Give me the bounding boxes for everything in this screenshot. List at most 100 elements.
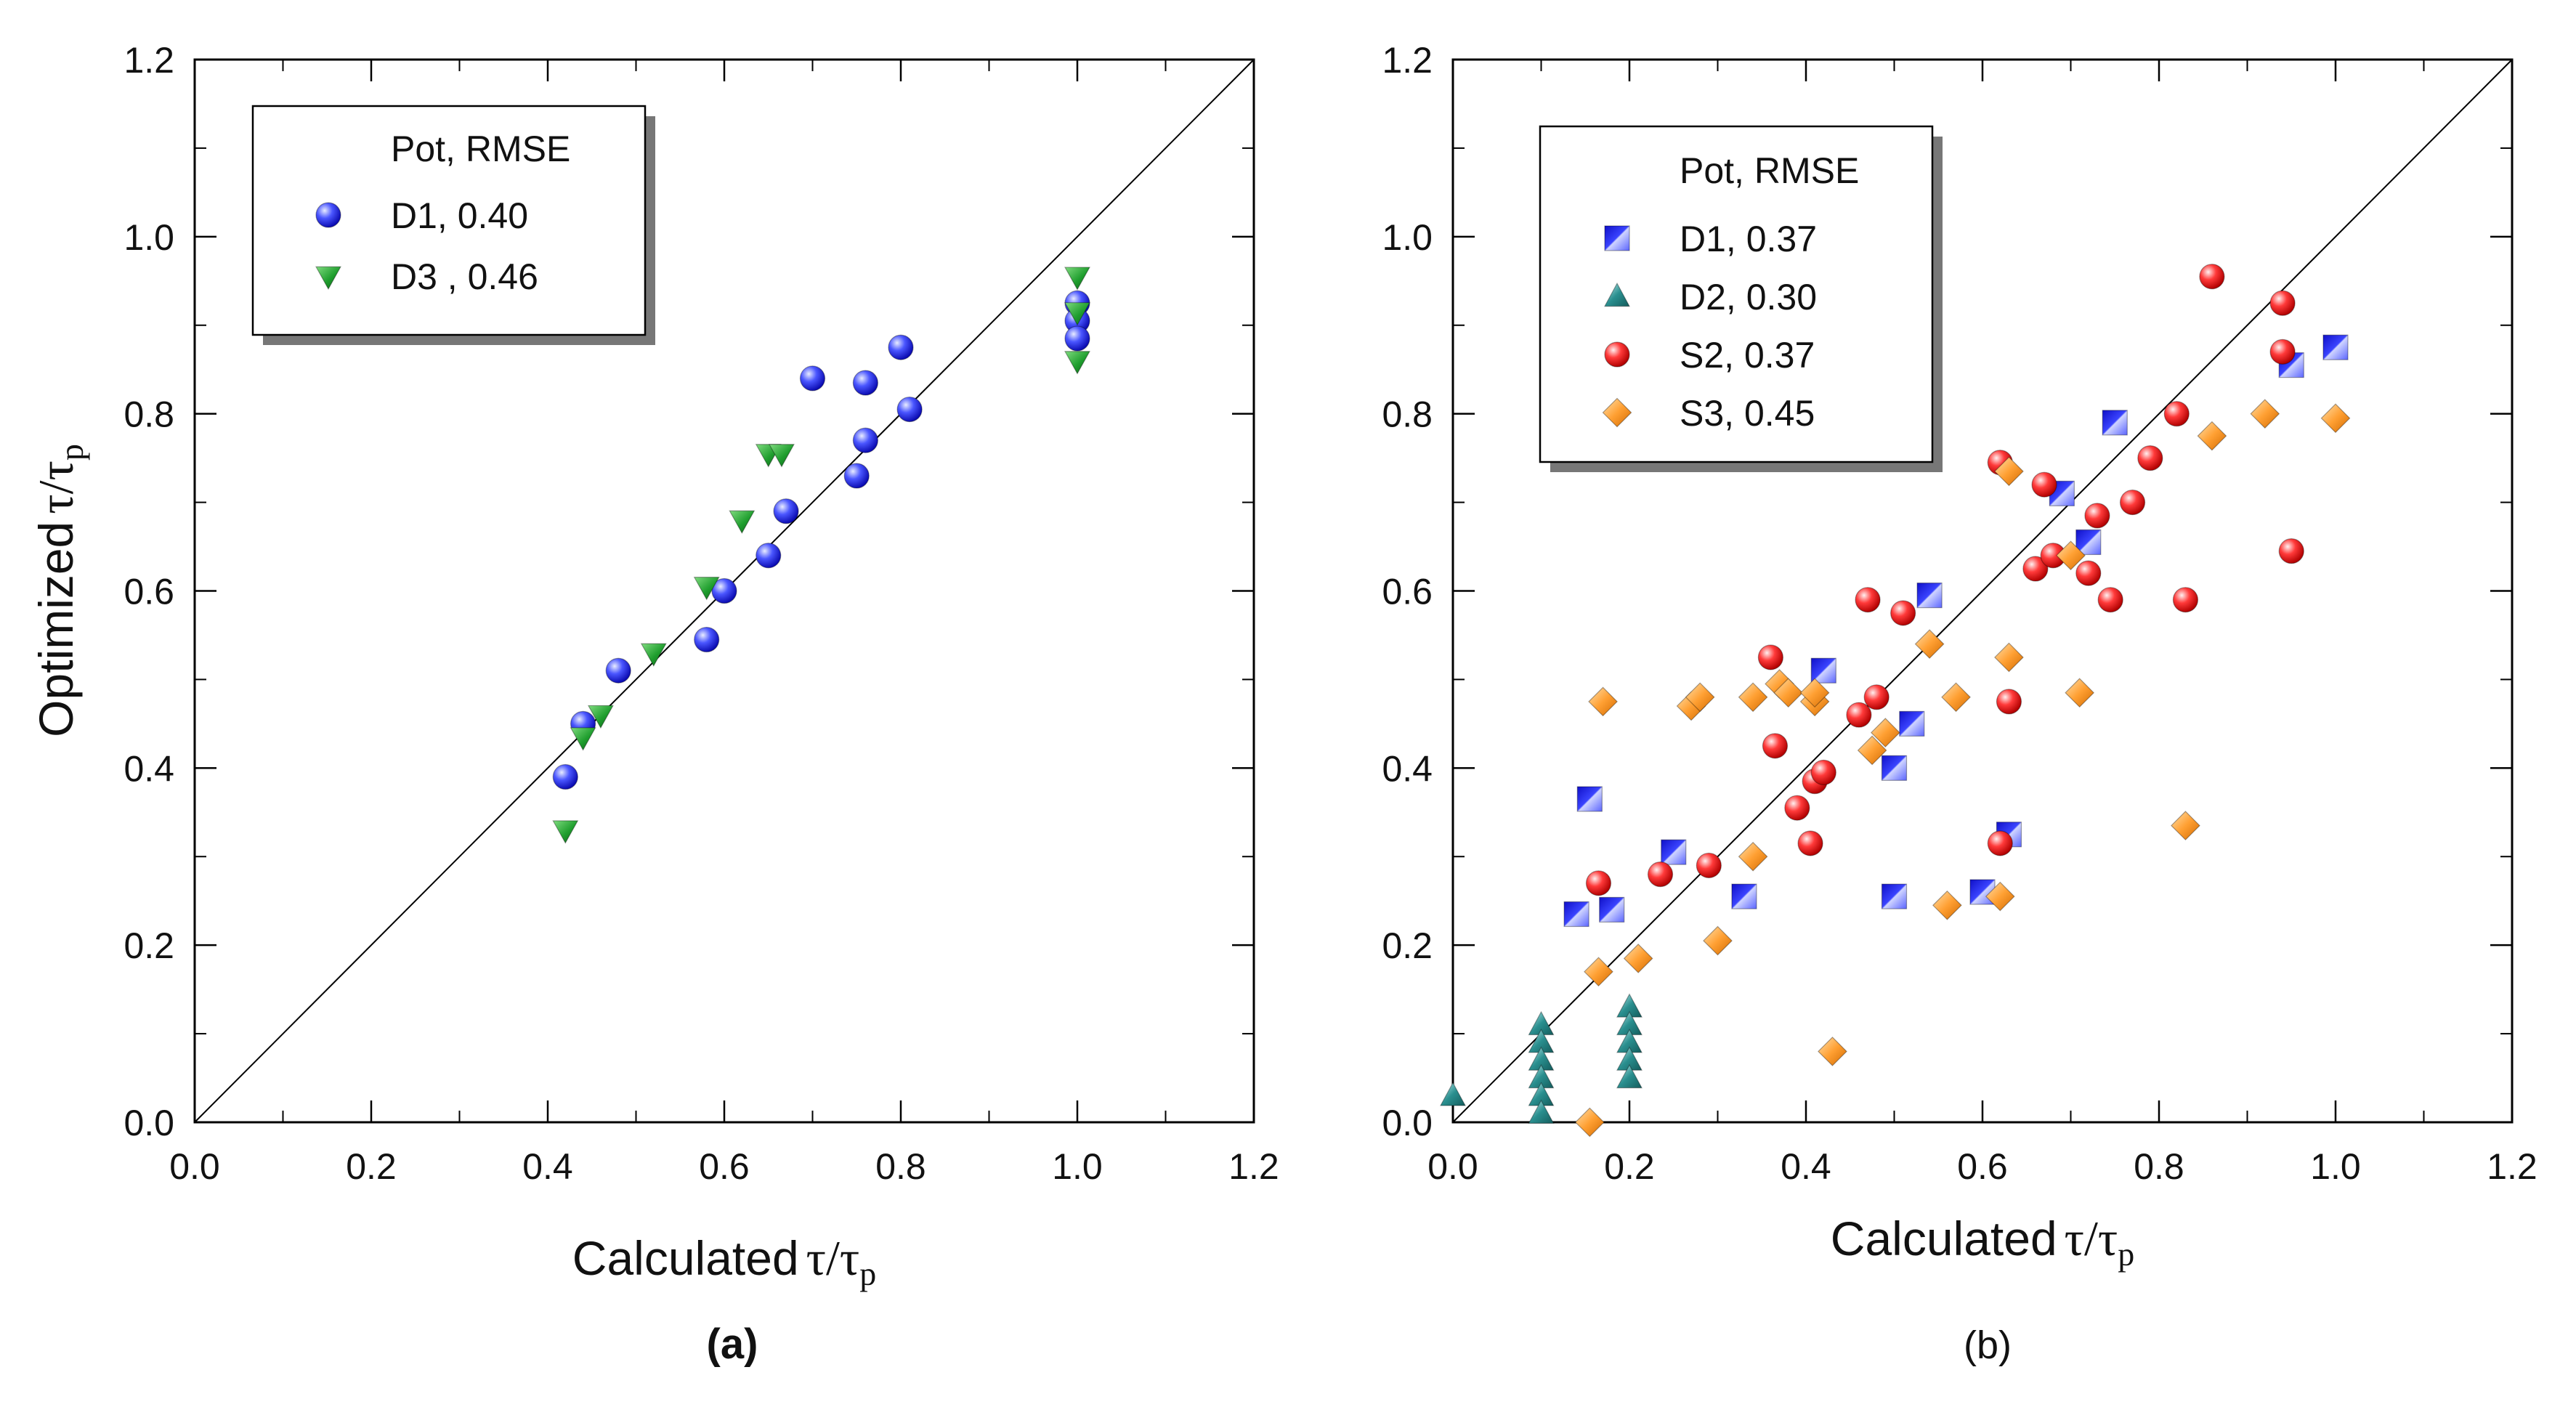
panel-b-caption: (b) (1964, 1323, 2012, 1367)
panel-b-point-s3 (1799, 678, 1830, 708)
panel-a-legend: Pot, RMSE D1, 0.40 D3 , 0.46 (251, 105, 655, 345)
panel-b-legend-marker-s2 (1604, 341, 1630, 368)
panel-a-y-tick-label: 0.8 (123, 394, 174, 435)
panel-a-x-tick-label: 1.0 (1052, 1146, 1103, 1187)
panel-b-x-tick-label: 1.2 (2487, 1146, 2537, 1187)
panel-a-point-d1 (756, 543, 782, 569)
panel-b-point-s2 (1647, 861, 1674, 888)
panel-a-x-tick-label: 1.2 (1228, 1146, 1279, 1187)
panel-a-point-d1 (896, 396, 923, 423)
panel-b-y-tick-label: 0.2 (1382, 925, 1433, 966)
panel-b-point-s3 (1685, 682, 1715, 713)
panel-a-caption: (a) (707, 1321, 758, 1368)
panel-a-point-d1 (852, 427, 879, 453)
panel-b-point-s2 (2022, 556, 2049, 582)
panel-b-x-tick-label: 0.8 (2134, 1146, 2184, 1187)
panel-b-point-d1 (1810, 657, 1836, 684)
panel-b-point-s2 (2172, 587, 2199, 613)
panel-b-y-tick-label: 0.8 (1382, 394, 1433, 435)
panel-a-marks (552, 267, 1091, 844)
panel-b-legend-label-d2: D2, 0.30 (1680, 277, 1817, 317)
panel-a-legend-label-d3: D3 , 0.46 (391, 256, 538, 297)
panel-a: 0.0 0.2 0.4 0.6 0.8 1.0 1.2 0.0 0.2 0.4 0.6 0.8 1.0 1… (28, 40, 1279, 1368)
panel-b-marks (1439, 264, 2351, 1138)
panel-b-point-s3 (1574, 1107, 1605, 1138)
panel-b-point-d1 (1731, 883, 1757, 909)
panel-b-point-s3 (1584, 957, 1613, 987)
panel-b-x-tick-label: 0.2 (1604, 1146, 1655, 1187)
panel-b-point-s3 (1623, 944, 1653, 973)
panel-a-point-d3 (1064, 302, 1091, 326)
panel-a-x-axis-label-main: Calculated (572, 1231, 799, 1285)
panel-b: 0.0 0.2 0.4 0.6 0.8 1.0 1.2 0.0 0.2 0.4 0.6 0.8 1.0 1… (1382, 40, 2537, 1367)
panel-a-point-d1 (605, 657, 631, 684)
panel-a-y-tick-label: 0.0 (123, 1103, 174, 1143)
panel-b-point-s3 (1738, 841, 1768, 872)
panel-a-y-tick-label: 0.6 (123, 572, 174, 612)
panel-b-point-d1 (2102, 410, 2128, 436)
panel-a-y-axis-label-sub: p (53, 444, 90, 461)
panel-b-point-s3 (1932, 890, 1962, 920)
panel-a-ticks: 0.0 0.2 0.4 0.6 0.8 1.0 1.2 0.0 0.2 0.4 0.6 0.8 1.0 1… (123, 40, 1279, 1187)
panel-b-y-tick-label: 1.2 (1382, 40, 1433, 81)
panel-b-x-axis-label: Calculated τ/τp (1831, 1211, 2134, 1273)
panel-a-point-d3 (640, 643, 667, 667)
panel-b-y-tick-label: 1.0 (1382, 217, 1433, 258)
panel-b-point-d2 (1528, 1099, 1555, 1124)
panel-b-point-s3 (1703, 925, 1733, 956)
panel-a-y-axis-label: Optimized τ/τp (28, 444, 90, 737)
panel-b-x-tick-label: 1.0 (2310, 1146, 2361, 1187)
panel-b-point-s3 (2171, 811, 2200, 840)
panel-a-y-tick-label: 1.2 (123, 40, 174, 81)
panel-b-point-s2 (1696, 852, 1722, 879)
panel-b-diagonal-line (1452, 59, 2513, 1123)
panel-b-x-axis-label-main: Calculated (1831, 1212, 2057, 1265)
panel-b-point-s2 (1757, 644, 1783, 670)
panel-b-legend-label-s2: S2, 0.37 (1680, 335, 1815, 376)
panel-b-point-s2 (1585, 870, 1612, 896)
panel-a-point-d3 (693, 577, 720, 601)
panel-b-point-s2 (1855, 587, 1881, 613)
panel-a-point-d1 (852, 370, 879, 396)
panel-a-point-d3 (1064, 351, 1091, 375)
panel-b-y-tick-label: 0.0 (1382, 1103, 1433, 1143)
panel-b-point-d1 (1599, 896, 1625, 923)
panel-b-point-s3 (1738, 682, 1768, 713)
panel-a-y-axis-label-tau: τ/τ (28, 461, 84, 514)
panel-b-point-s2 (1846, 702, 1872, 728)
panel-a-point-d1 (888, 334, 914, 360)
panel-b-point-s2 (2031, 471, 2057, 498)
panel-b-point-s2 (1762, 733, 1789, 759)
panel-a-point-d3 (1064, 267, 1091, 291)
panel-a-point-d3 (729, 510, 756, 535)
panel-b-point-s2 (2137, 445, 2163, 471)
panel-b-point-s3 (2250, 399, 2280, 429)
panel-b-x-tick-label: 0.4 (1781, 1146, 1831, 1187)
panel-b-point-s3 (1818, 1037, 1847, 1066)
panel-a-point-d1 (711, 577, 737, 604)
panel-a-point-d1 (694, 626, 720, 653)
panel-a-x-tick-label: 0.0 (169, 1146, 220, 1187)
panel-a-x-tick-label: 0.8 (875, 1146, 926, 1187)
panel-a-point-d3 (587, 705, 614, 729)
panel-b-y-tick-label: 0.4 (1382, 748, 1433, 789)
panel-b-point-s3 (2065, 678, 2095, 708)
panel-a-point-d3 (570, 727, 596, 751)
panel-b-point-s2 (2097, 587, 2123, 613)
panel-a-legend-marker-d1 (315, 202, 341, 228)
panel-b-point-s2 (2199, 264, 2225, 290)
panel-b-point-s2 (1797, 830, 1823, 856)
panel-b-legend-label-s3: S3, 0.45 (1680, 393, 1815, 434)
panel-b-point-s2 (2084, 503, 2110, 529)
panel-a-point-d3 (768, 444, 795, 468)
panel-b-legend-title: Pot, RMSE (1680, 150, 1859, 191)
panel-b-point-s3 (1870, 718, 1900, 747)
panel-a-legend-label-d1: D1, 0.40 (391, 195, 528, 236)
panel-a-point-d1 (799, 365, 826, 392)
panel-a-point-d1 (773, 498, 799, 524)
panel-b-point-s3 (1941, 682, 1971, 713)
panel-b-point-s2 (1810, 759, 1836, 786)
panel-b-ticks: 0.0 0.2 0.4 0.6 0.8 1.0 1.2 0.0 0.2 0.4 0.6 0.8 1.0 1… (1382, 40, 2537, 1187)
panel-a-point-d1 (552, 763, 578, 790)
panel-b-x-tick-label: 0.6 (1957, 1146, 2008, 1187)
